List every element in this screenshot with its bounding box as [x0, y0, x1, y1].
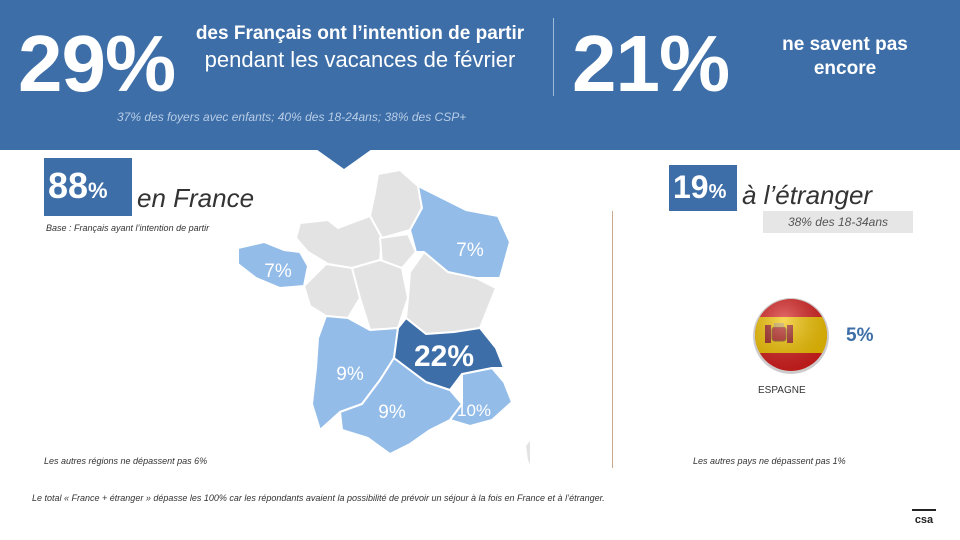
region-pays-de-la-loire: [303, 263, 361, 319]
header-banner: [0, 0, 960, 150]
abroad-footnote: Les autres pays ne dépassent pas 1%: [693, 456, 846, 466]
secondary-percentage: 21%: [572, 19, 730, 108]
region-bretagne: [237, 241, 309, 289]
abroad-percentage-number: 19: [673, 169, 709, 205]
france-percentage-number: 88: [48, 165, 89, 206]
bottom-note: Le total « France + étranger » dépasse l…: [32, 493, 605, 503]
header-divider: [553, 18, 554, 96]
region-auvergne-rhone-alpes: [393, 317, 505, 391]
label-auvergne-rhone-alpes: 22%: [414, 340, 474, 373]
abroad-percentage-sign: %: [708, 181, 727, 203]
csa-logo: csa: [912, 509, 936, 524]
spain-percentage: 5%: [846, 325, 874, 346]
sub-statistics: 37% des foyers avec enfants; 40% des 18-…: [117, 110, 467, 124]
spain-flag-icon: [753, 298, 829, 374]
banner-pointer: [316, 149, 372, 169]
region-grand-est: [409, 185, 511, 279]
main-statement-bold: des Français ont l’intention de partir: [195, 23, 525, 44]
france-percentage-box: 88%: [44, 158, 132, 216]
label-grand-est: 7%: [456, 240, 484, 261]
base-note: Base : Français ayant l’intention de par…: [46, 223, 210, 233]
label-nouvelle-aquitaine: 9%: [336, 364, 364, 385]
france-label: en France: [137, 183, 255, 213]
france-percentage-sign: %: [88, 178, 108, 203]
abroad-age-badge: 38% des 18-34ans: [763, 211, 913, 233]
spain-label: ESPAGNE: [758, 385, 806, 396]
label-bretagne: 7%: [264, 261, 292, 282]
section-divider: [612, 211, 613, 468]
region-normandie: [295, 215, 383, 269]
secondary-statement: ne savent pas encore: [782, 34, 908, 79]
main-percentage: 29%: [18, 19, 176, 108]
csa-logo-text: csa: [915, 514, 934, 524]
region-centre-val-de-loire: [351, 259, 409, 331]
main-statement-regular: pendant les vacances de février: [204, 47, 516, 72]
label-occitanie: 9%: [378, 402, 406, 423]
abroad-label: à l’étranger: [742, 180, 873, 210]
region-paca: [449, 367, 513, 427]
france-map: 7% 7% 22% 9% 9% 10%: [237, 169, 530, 465]
label-paca: 10%: [457, 401, 491, 420]
region-corse-island: [526, 441, 530, 465]
main-statement: des Français ont l’intention de partir p…: [180, 22, 540, 74]
france-footnote: Les autres régions ne dépassent pas 6%: [44, 456, 208, 466]
abroad-percentage-box: 19%: [669, 165, 737, 211]
